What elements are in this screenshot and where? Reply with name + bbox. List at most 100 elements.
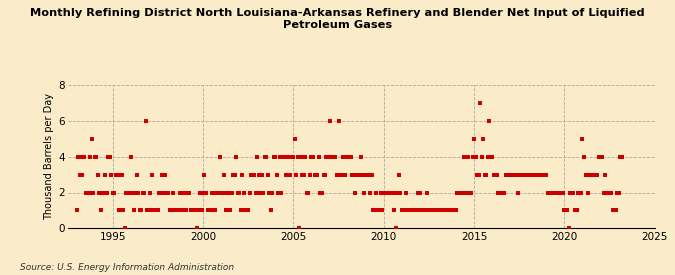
Point — [367, 172, 377, 177]
Point — [470, 155, 481, 159]
Point — [199, 172, 210, 177]
Point — [306, 155, 317, 159]
Point — [319, 172, 330, 177]
Point — [394, 172, 404, 177]
Point — [549, 190, 560, 195]
Point — [494, 190, 505, 195]
Point — [359, 190, 370, 195]
Point — [416, 208, 427, 213]
Point — [310, 172, 321, 177]
Point — [127, 190, 138, 195]
Point — [395, 190, 406, 195]
Point — [481, 172, 491, 177]
Point — [103, 155, 113, 159]
Point — [445, 208, 456, 213]
Point — [338, 155, 348, 159]
Point — [587, 172, 598, 177]
Point — [187, 208, 198, 213]
Point — [99, 190, 109, 195]
Point — [133, 190, 144, 195]
Point — [327, 155, 338, 159]
Point — [250, 190, 261, 195]
Point — [288, 155, 299, 159]
Point — [148, 208, 159, 213]
Point — [145, 190, 156, 195]
Point — [317, 190, 327, 195]
Point — [181, 208, 192, 213]
Point — [335, 172, 346, 177]
Point — [210, 208, 221, 213]
Point — [384, 190, 395, 195]
Point — [169, 208, 180, 213]
Point — [296, 155, 306, 159]
Point — [547, 190, 558, 195]
Point — [331, 172, 342, 177]
Point — [402, 208, 413, 213]
Point — [497, 190, 508, 195]
Point — [377, 208, 387, 213]
Point — [576, 190, 587, 195]
Point — [330, 155, 341, 159]
Point — [97, 190, 107, 195]
Point — [574, 190, 585, 195]
Point — [230, 172, 240, 177]
Point — [392, 190, 403, 195]
Point — [354, 172, 365, 177]
Point — [166, 208, 177, 213]
Point — [186, 208, 196, 213]
Point — [214, 155, 225, 159]
Point — [529, 172, 539, 177]
Point — [418, 208, 429, 213]
Point — [291, 172, 302, 177]
Point — [452, 190, 463, 195]
Point — [461, 190, 472, 195]
Point — [482, 155, 493, 159]
Point — [292, 155, 303, 159]
Point — [225, 208, 236, 213]
Point — [237, 172, 248, 177]
Point — [360, 172, 371, 177]
Point — [565, 190, 576, 195]
Point — [88, 190, 99, 195]
Point — [101, 190, 112, 195]
Point — [437, 208, 448, 213]
Point — [560, 208, 571, 213]
Point — [435, 208, 446, 213]
Point — [252, 155, 263, 159]
Point — [554, 190, 565, 195]
Point — [344, 155, 354, 159]
Point — [143, 208, 154, 213]
Point — [180, 190, 190, 195]
Point — [479, 172, 490, 177]
Point — [149, 208, 160, 213]
Point — [159, 190, 169, 195]
Point — [216, 190, 227, 195]
Point — [562, 208, 573, 213]
Point — [227, 172, 238, 177]
Text: Source: U.S. Energy Information Administration: Source: U.S. Energy Information Administ… — [20, 263, 234, 272]
Point — [200, 190, 211, 195]
Point — [456, 190, 467, 195]
Text: Monthly Refining District North Louisiana-Arkansas Refinery and Blender Net Inpu: Monthly Refining District North Louisian… — [30, 8, 645, 30]
Point — [267, 190, 277, 195]
Point — [398, 208, 408, 213]
Point — [136, 208, 146, 213]
Point — [234, 190, 244, 195]
Point — [523, 172, 534, 177]
Point — [467, 155, 478, 159]
Point — [537, 172, 547, 177]
Point — [253, 172, 264, 177]
Point — [151, 208, 162, 213]
Point — [259, 155, 270, 159]
Point — [524, 172, 535, 177]
Point — [556, 190, 567, 195]
Point — [506, 172, 517, 177]
Point — [193, 208, 204, 213]
Point — [387, 190, 398, 195]
Point — [104, 155, 115, 159]
Point — [517, 172, 528, 177]
Point — [142, 208, 153, 213]
Point — [207, 190, 217, 195]
Point — [451, 208, 462, 213]
Point — [500, 172, 511, 177]
